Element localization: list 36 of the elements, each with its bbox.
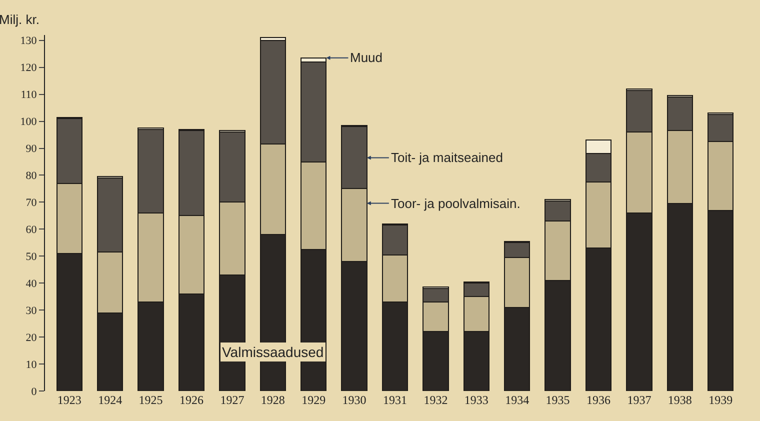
series-label: Muud	[350, 50, 383, 65]
y-tick-label: 70	[26, 197, 38, 210]
y-tick-label: 0	[31, 386, 38, 398]
x-tick-label: 1929	[302, 393, 326, 407]
x-tick-label: 1925	[138, 393, 163, 407]
y-tick-label: 10	[26, 358, 38, 371]
x-tick-label: 1938	[668, 393, 692, 407]
x-tick-label: 1930	[342, 393, 366, 407]
y-tick-label: 60	[26, 224, 38, 236]
x-tick-label: 1933	[464, 393, 488, 407]
x-tick-label: 1939	[708, 393, 733, 407]
x-tick-label: 1936	[586, 393, 610, 407]
y-tick-label: 130	[20, 35, 38, 48]
x-tick-label: 1927	[220, 393, 244, 407]
y-tick-label: 20	[26, 332, 38, 344]
y-tick-label: 100	[20, 116, 38, 128]
series-label: Toit- ja maitseained	[391, 150, 503, 165]
x-tick-label: 1934	[505, 393, 530, 407]
x-tick-label: 1932	[424, 393, 448, 407]
x-tick-label: 1926	[180, 393, 204, 407]
y-tick-label: 90	[26, 143, 38, 156]
y-tick-label: 40	[26, 278, 38, 290]
y-tick-label: 50	[26, 251, 38, 263]
x-tick-label: 1935	[546, 393, 570, 407]
x-tick-label: 1924	[98, 393, 122, 407]
x-tick-label: 1928	[260, 393, 285, 407]
y-tick-label: 80	[26, 170, 38, 182]
y-tick-label: 120	[20, 62, 38, 74]
y-tick-label: 30	[26, 304, 38, 317]
series-label: Toor- ja poolvalmisain.	[391, 196, 520, 211]
x-tick-label: 1937	[627, 393, 652, 407]
x-tick-label: 1923	[57, 393, 82, 407]
y-axis-title: Milj. kr.	[0, 12, 40, 27]
y-tick-label: 110	[20, 89, 38, 102]
series-label: Valmissaadused	[222, 344, 324, 360]
x-tick-label: 1931	[383, 393, 407, 407]
